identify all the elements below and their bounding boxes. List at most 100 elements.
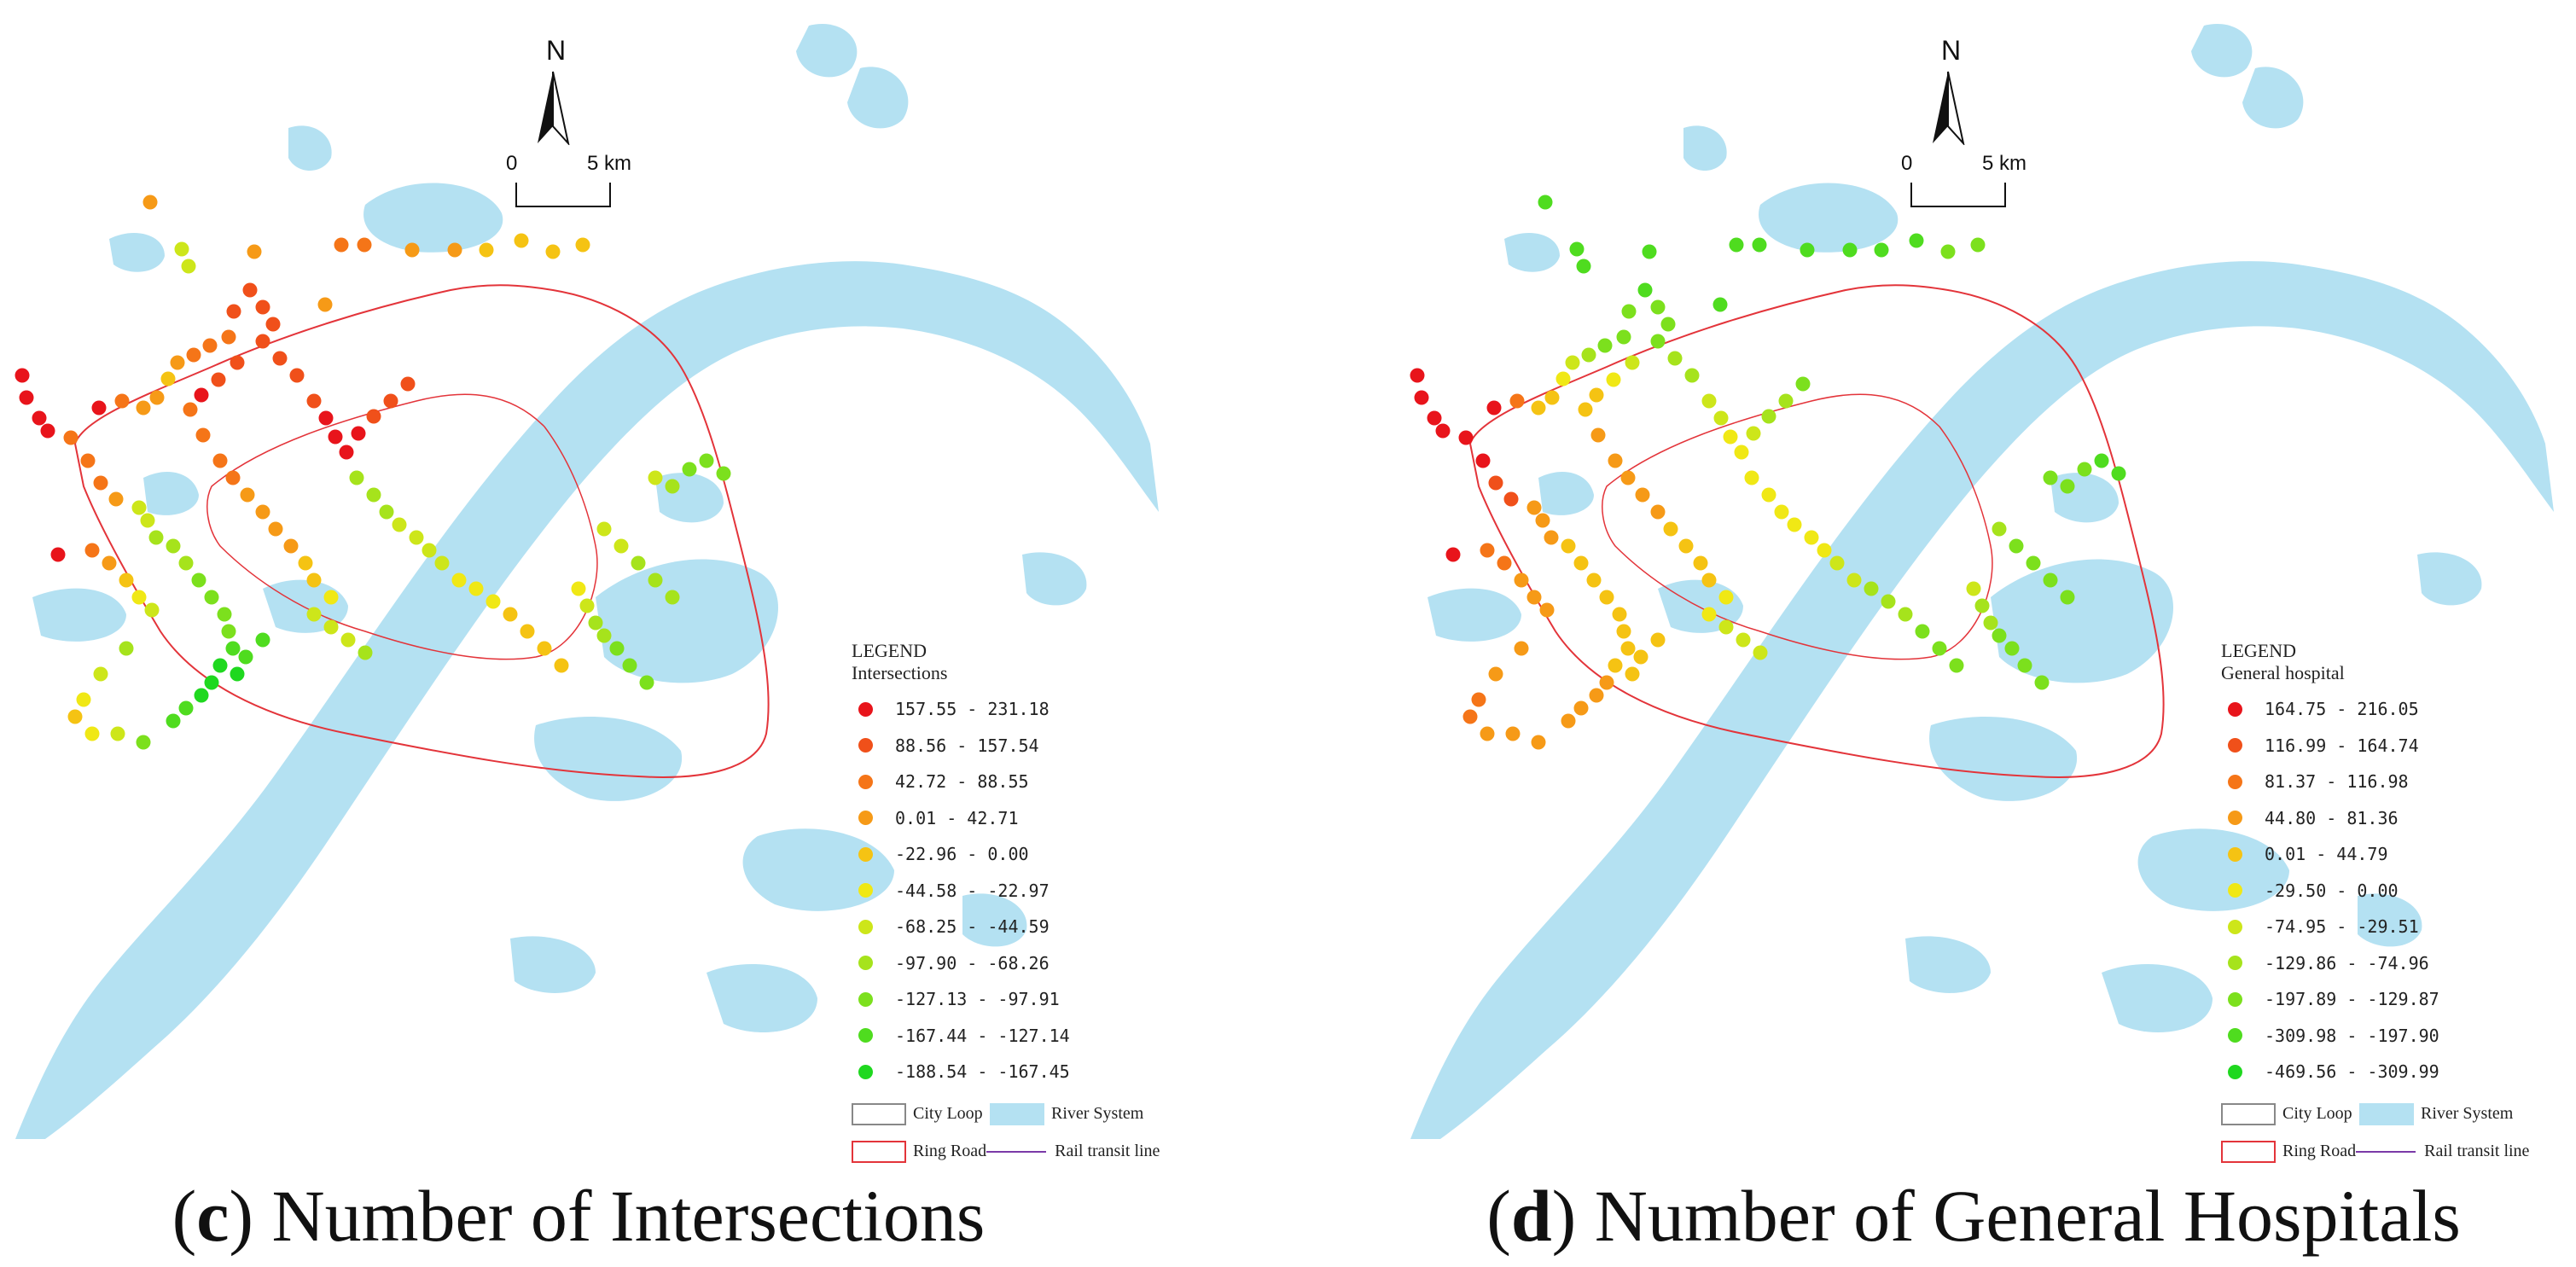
sample-point (2009, 538, 2024, 554)
legend-class-row: 0.01 - 42.71 (852, 800, 1210, 837)
lake (1428, 588, 1521, 642)
legend-dot-icon (858, 956, 873, 971)
sample-point (609, 641, 625, 656)
legend-footer: City Loop River System Ring Road Rail tr… (2221, 1096, 2576, 1171)
legend-dot-icon (2228, 774, 2242, 789)
sample-point (255, 504, 270, 520)
sample-point (80, 453, 96, 468)
sample-point (1713, 410, 1729, 426)
sample-point (514, 233, 529, 248)
lake (363, 183, 503, 253)
legend-class-label: -29.50 - 0.00 (2265, 880, 2399, 901)
sample-point (716, 466, 731, 481)
sample-point (339, 445, 354, 460)
sample-point (1667, 351, 1683, 366)
sample-point (366, 487, 381, 503)
sample-point (108, 491, 124, 507)
legend-class-row: -188.54 - -167.45 (852, 1054, 1210, 1090)
sample-point (1712, 297, 1728, 312)
sample-point (1774, 504, 1789, 520)
legend-class-row: -309.98 - -197.90 (2221, 1018, 2576, 1055)
sample-point (119, 572, 134, 588)
sample-point (1940, 244, 1956, 259)
legend-dot-icon (2228, 956, 2242, 971)
sample-point (400, 376, 416, 392)
sample-point (468, 581, 484, 596)
legend-dot-icon (858, 919, 873, 934)
sample-point (19, 390, 34, 405)
sample-point (2043, 470, 2058, 485)
sample-point (1992, 628, 2007, 643)
sample-point (1746, 426, 1761, 441)
river-system (1410, 24, 2554, 1139)
sample-point (136, 735, 151, 750)
legend-dot-icon (2228, 846, 2242, 862)
legend-subtitle: General hospital (2221, 662, 2345, 683)
lake (707, 964, 817, 1032)
legend-class-label: 0.01 - 44.79 (2265, 844, 2388, 865)
sample-point (323, 590, 339, 605)
legend-footer: City Loop River System Ring Road Rail tr… (852, 1096, 1210, 1171)
sample-point (191, 572, 206, 588)
sample-point (1414, 390, 1429, 405)
city-loop (206, 393, 598, 660)
city-loop-label: City Loop (913, 1104, 983, 1123)
sample-point (84, 726, 100, 741)
lake (655, 473, 724, 523)
sample-point (545, 244, 561, 259)
sample-point (183, 402, 198, 417)
map-panel-general-hospitals: N 0 5 km LEGEND General hospital 164.75 … (1402, 0, 2576, 1267)
sample-point (1898, 607, 1913, 622)
sample-point (588, 615, 603, 631)
legend-subtitle: Intersections (852, 662, 948, 683)
sample-point (317, 297, 333, 312)
sample-point (217, 607, 232, 622)
sample-point (622, 658, 637, 673)
sample-point (1505, 726, 1521, 741)
sample-point (2017, 658, 2032, 673)
ring-road-swatch (2221, 1140, 2276, 1163)
sample-point (306, 393, 322, 409)
sample-point (613, 538, 629, 554)
legend-class-label: -188.54 - -167.45 (895, 1061, 1070, 1083)
legend-class-row: 157.55 - 231.18 (852, 691, 1210, 728)
sample-point (2043, 572, 2058, 588)
sample-point (1633, 649, 1649, 665)
lake (2417, 552, 2482, 606)
legend: LEGEND General hospital 164.75 - 216.05 1… (2221, 640, 2576, 1171)
sample-point (1573, 700, 1589, 716)
sample-point (255, 299, 270, 315)
legend-class-label: -44.58 - -22.97 (895, 880, 1050, 901)
river-label: River System (2421, 1104, 2514, 1123)
sample-point (1874, 242, 1889, 258)
sample-point (1578, 402, 1593, 417)
legend-dot-icon (2228, 811, 2242, 826)
sample-point (178, 700, 194, 716)
legend-class-label: -127.13 - -97.91 (895, 989, 1060, 1010)
sample-point (1761, 409, 1776, 424)
sample-point (102, 555, 117, 571)
sample-point (1538, 195, 1553, 210)
lake (2137, 828, 2289, 911)
legend-class-row: 0.01 - 44.79 (2221, 836, 2576, 873)
legend-dot-icon (2228, 991, 2242, 1007)
sample-point (537, 641, 552, 656)
lake (2358, 893, 2422, 947)
sample-point (1514, 572, 1529, 588)
sample-point (1539, 602, 1555, 618)
sample-point (204, 675, 219, 690)
sample-point (1909, 233, 1924, 248)
map-panel-intersections: N 0 5 km LEGEND Intersections 157.55 - 2… (7, 0, 1261, 1267)
sample-point (255, 632, 270, 648)
sample-point (238, 649, 253, 665)
sample-point (1555, 371, 1571, 386)
sample-point (2034, 675, 2050, 690)
sample-point (144, 602, 160, 618)
legend-class-row: -469.56 - -309.99 (2221, 1054, 2576, 1090)
sample-point (1701, 393, 1717, 409)
sample-point (93, 666, 108, 682)
legend-class-label: 116.99 - 164.74 (2265, 735, 2419, 756)
sample-point (2060, 590, 2075, 605)
rail-label: Rail transit line (1055, 1142, 1160, 1160)
legend-class-label: -129.86 - -74.96 (2265, 952, 2429, 973)
